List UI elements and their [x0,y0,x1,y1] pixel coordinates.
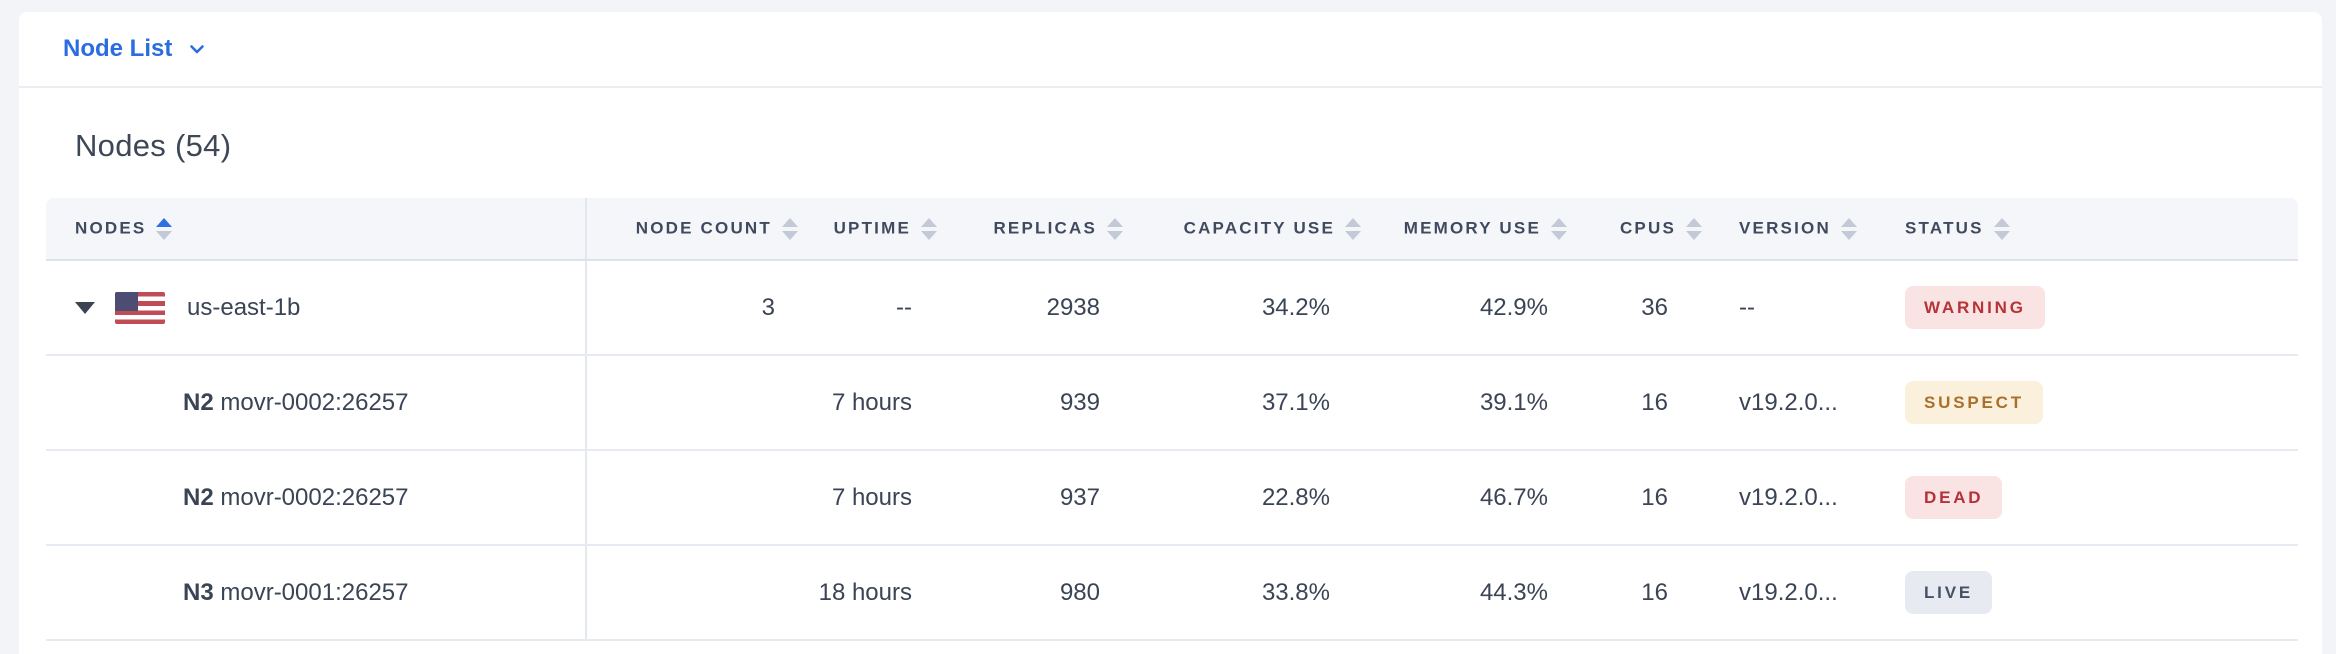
column-header-label: NODE COUNT [635,217,772,237]
sort-icon [1345,217,1361,240]
node-id: N2 [183,388,214,416]
cpus-cell: 16 [1569,355,1704,451]
replicas-cell: 939 [939,355,1125,451]
column-header-label: VERSION [1739,217,1831,237]
column-header-label: MEMORY USE [1403,217,1541,237]
capacity-use-cell: 33.8% [1125,545,1363,641]
table-header-row: NODES NODE COUNT UPTIME REPLICAS CAPACIT… [46,198,2298,261]
page-title: Nodes (54) [75,128,232,163]
version-cell: v19.2.0... [1704,450,1877,546]
uptime-cell: 18 hours [800,545,939,641]
status-badge: DEAD [1905,476,2003,519]
table-row-node: N3 movr-0001:26257 18 hours 980 33.8% 44… [46,545,2298,641]
column-header-cpus[interactable]: CPUS [1569,198,1704,261]
replicas-cell: 937 [939,450,1125,546]
node-count-cell [586,355,800,451]
node-count-cell: 3 [586,260,800,356]
node-count-cell [586,450,800,546]
sort-icon [1551,217,1567,240]
capacity-use-cell: 22.8% [1125,450,1363,546]
column-header-nodes[interactable]: NODES [46,198,587,261]
sort-icon [156,217,173,240]
sort-icon [1840,217,1857,240]
node-address: movr-0002:26257 [220,388,409,416]
table-row-region: us-east-1b 3 -- 2938 34.2% 42.9% 36 -- W… [46,260,2298,356]
cpus-cell: 16 [1569,545,1704,641]
node-name-cell[interactable]: N2 movr-0002:26257 [46,355,587,451]
sort-icon [1107,217,1123,240]
column-header-node-count[interactable]: NODE COUNT [586,198,800,261]
uptime-cell: -- [800,260,939,356]
uptime-cell: 7 hours [800,355,939,451]
sort-icon [1686,217,1702,240]
capacity-use-cell: 37.1% [1125,355,1363,451]
memory-use-cell: 42.9% [1363,260,1569,356]
node-address: movr-0001:26257 [220,578,409,606]
column-header-label: CAPACITY USE [1183,217,1335,237]
cpus-cell: 36 [1569,260,1704,356]
column-header-version[interactable]: VERSION [1704,198,1877,261]
memory-use-cell: 46.7% [1363,450,1569,546]
status-badge: WARNING [1905,286,2045,329]
replicas-cell: 980 [939,545,1125,641]
us-flag-icon [115,291,165,324]
node-id: N3 [183,578,214,606]
table-row-node: N2 movr-0002:26257 7 hours 937 22.8% 46.… [46,450,2298,546]
node-address: movr-0002:26257 [220,483,409,511]
chevron-down-icon [186,38,208,60]
column-header-replicas[interactable]: REPLICAS [939,198,1125,261]
column-header-uptime[interactable]: UPTIME [800,198,939,261]
version-cell: -- [1704,260,1877,356]
sort-icon [1993,217,2010,240]
status-badge: LIVE [1905,571,1992,614]
view-bar: Node List [19,12,2322,88]
region-name: us-east-1b [187,293,301,321]
status-cell: LIVE [1877,545,2298,641]
view-selector-dropdown[interactable]: Node List [63,35,208,63]
version-cell: v19.2.0... [1704,355,1877,451]
replicas-cell: 2938 [939,260,1125,356]
sort-icon [782,217,798,240]
region-name-cell: us-east-1b [46,260,587,356]
node-name-cell[interactable]: N3 movr-0001:26257 [46,545,587,641]
view-selector-label: Node List [63,35,173,62]
column-header-memory-use[interactable]: MEMORY USE [1363,198,1569,261]
collapse-region-icon[interactable] [75,301,95,314]
memory-use-cell: 39.1% [1363,355,1569,451]
column-header-label: CPUS [1619,217,1676,237]
sort-icon [921,217,937,240]
column-header-label: UPTIME [833,217,911,237]
status-cell: WARNING [1877,260,2298,356]
status-cell: SUSPECT [1877,355,2298,451]
column-header-capacity-use[interactable]: CAPACITY USE [1125,198,1363,261]
column-header-label: NODES [75,217,147,237]
version-cell: v19.2.0... [1704,545,1877,641]
node-name-cell[interactable]: N2 movr-0002:26257 [46,450,587,546]
status-badge: SUSPECT [1905,381,2043,424]
table-row-node: N2 movr-0002:26257 7 hours 939 37.1% 39.… [46,355,2298,451]
column-header-label: STATUS [1905,217,1984,237]
node-list-card: Node List Nodes (54) NODES NODE [19,12,2322,654]
cpus-cell: 16 [1569,450,1704,546]
status-cell: DEAD [1877,450,2298,546]
column-header-label: REPLICAS [993,217,1097,237]
node-count-cell [586,545,800,641]
column-header-status[interactable]: STATUS [1877,198,2298,261]
nodes-table: NODES NODE COUNT UPTIME REPLICAS CAPACIT… [46,198,2298,641]
capacity-use-cell: 34.2% [1125,260,1363,356]
uptime-cell: 7 hours [800,450,939,546]
node-id: N2 [183,483,214,511]
memory-use-cell: 44.3% [1363,545,1569,641]
